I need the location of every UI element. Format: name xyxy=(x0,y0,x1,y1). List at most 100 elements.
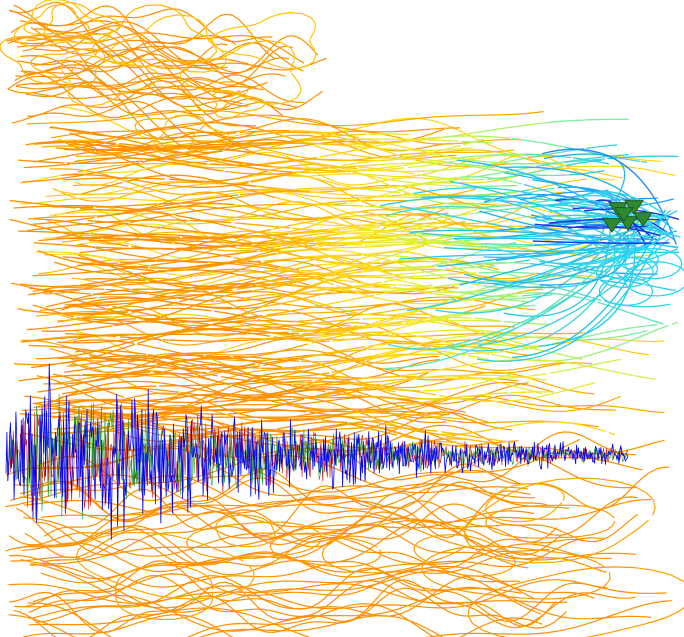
contour-line xyxy=(181,234,259,238)
contour-line xyxy=(72,339,135,344)
contour-line xyxy=(471,371,518,386)
contour-line xyxy=(81,181,123,195)
contour-loop xyxy=(413,534,516,577)
contour-line xyxy=(61,311,114,315)
contour-line xyxy=(398,132,475,143)
contour-line xyxy=(13,587,567,637)
contour-line xyxy=(158,202,235,206)
contour-line xyxy=(85,412,153,418)
contour-line xyxy=(7,74,249,107)
contour-line xyxy=(184,269,262,280)
contour-line xyxy=(337,426,384,430)
contour-line xyxy=(40,543,612,584)
contour-line xyxy=(249,290,291,296)
contour-line xyxy=(291,409,349,413)
contour-line xyxy=(440,242,483,245)
contour-line xyxy=(586,144,618,149)
contour-line xyxy=(384,265,431,271)
contour-line xyxy=(185,206,227,214)
contour-line xyxy=(30,77,284,117)
contour-line xyxy=(322,294,375,306)
contour-line xyxy=(51,114,461,139)
contour-line xyxy=(113,318,166,327)
contour-line xyxy=(292,387,359,400)
contour-line xyxy=(15,46,257,88)
contour-line xyxy=(28,288,105,296)
contour-line xyxy=(291,325,369,333)
contour-line xyxy=(532,148,585,158)
contour-loop xyxy=(43,2,120,42)
contour-line xyxy=(153,371,230,386)
contour-line xyxy=(265,248,337,264)
contour-line xyxy=(164,313,241,323)
contour-line xyxy=(634,375,656,380)
contour-line xyxy=(19,463,670,523)
contour-line xyxy=(559,421,606,432)
contour-line xyxy=(417,138,459,142)
contour-line xyxy=(600,279,627,285)
contour-line xyxy=(300,355,372,363)
contour-line xyxy=(130,208,173,216)
contour-line xyxy=(205,356,248,360)
contour-line xyxy=(393,179,460,187)
contour-line xyxy=(511,137,564,148)
contour-line xyxy=(57,222,129,239)
contour-line xyxy=(149,225,221,235)
contour-line xyxy=(284,367,362,379)
contour-line xyxy=(541,148,677,245)
contour-line xyxy=(277,248,329,254)
contour-line xyxy=(382,331,454,345)
contour-line xyxy=(188,355,230,361)
contour-line xyxy=(232,355,300,362)
contour-line xyxy=(386,427,438,432)
contour-line xyxy=(460,176,522,185)
contour-line xyxy=(304,346,366,359)
seismic-waveform xyxy=(5,363,629,540)
contour-line xyxy=(150,258,197,266)
contour-line xyxy=(129,211,187,224)
contour-line xyxy=(362,371,429,379)
contour-line xyxy=(57,340,119,344)
contour-line xyxy=(328,391,390,399)
contour-line xyxy=(114,412,171,418)
contour-line xyxy=(115,359,187,378)
contour-line xyxy=(33,216,95,225)
contour-line xyxy=(317,218,364,230)
contour-line xyxy=(170,260,222,264)
contour-line xyxy=(270,163,318,171)
contour-line xyxy=(521,234,653,238)
contour-line xyxy=(379,287,427,293)
contour-line xyxy=(342,310,419,334)
contour-line xyxy=(32,304,74,318)
contour-line xyxy=(260,366,302,369)
contour-line xyxy=(226,203,288,209)
contour-line xyxy=(62,256,119,270)
contour-line xyxy=(227,398,305,415)
contour-line xyxy=(23,163,71,169)
contour-line xyxy=(26,32,304,72)
contour-line xyxy=(428,364,470,373)
contour-line xyxy=(611,271,658,275)
contour-line xyxy=(303,237,381,243)
contour-line xyxy=(443,135,510,139)
contour-line xyxy=(144,238,221,243)
contour-line xyxy=(188,291,251,308)
contour-line xyxy=(373,271,420,277)
contour-line xyxy=(218,363,260,369)
contour-line xyxy=(401,147,473,151)
contour-loop xyxy=(624,247,683,280)
contour-line xyxy=(346,235,403,239)
contour-line xyxy=(28,600,672,637)
contour-line xyxy=(475,205,537,214)
contour-line xyxy=(461,184,518,187)
contour-line xyxy=(194,386,257,406)
contour-line xyxy=(28,344,81,350)
contour-line xyxy=(294,321,352,327)
contour-line xyxy=(230,228,272,238)
contour-line xyxy=(516,172,568,177)
contour-line xyxy=(585,248,678,268)
contour-line xyxy=(152,159,224,172)
contour-line xyxy=(49,168,489,209)
contour-line xyxy=(426,164,488,172)
contour-line xyxy=(443,247,628,252)
